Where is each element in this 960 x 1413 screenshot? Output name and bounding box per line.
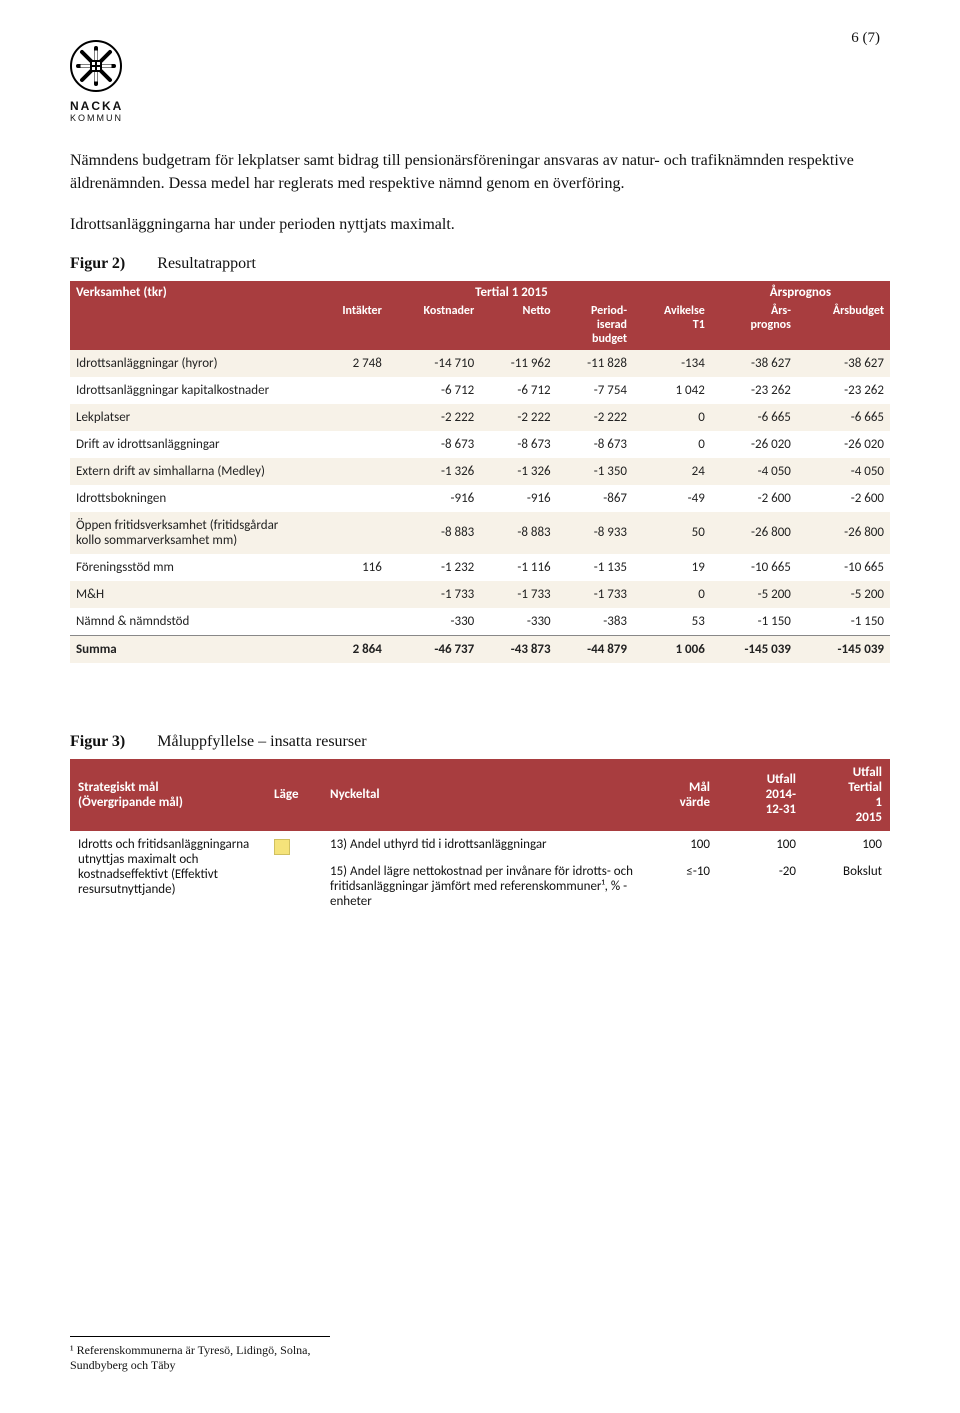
footnote: ¹ Referenskommunerna är Tyresö, Lidingö,… [70,1336,330,1373]
figure2-caption: Figur 2) Resultatrapport [70,255,890,273]
figure3-caption-rest: Måluppfyllelse – insatta resurser [157,733,366,750]
intro-paragraph-2: Idrottsanläggningarna har under perioden… [70,213,890,236]
nacka-logo-icon [70,40,122,92]
figure3-caption-bold: Figur 3) [70,733,125,750]
figure2-table: Verksamhet (tkr)Tertial 1 2015Årsprognos… [70,281,890,663]
figure3-table: Strategiskt mål(Övergripande mål)LägeNyc… [70,759,890,915]
logo: NACKA KOMMUN [70,40,890,123]
figure3-caption: Figur 3) Måluppfyllelse – insatta resurs… [70,733,890,751]
page-root: 6 (7) NACKA KOMMUN Nämnden [0,0,960,1413]
figure2-caption-rest: Resultatrapport [157,255,256,272]
page-number: 6 (7) [851,30,880,47]
logo-line1: NACKA [70,99,890,113]
figure2-caption-bold: Figur 2) [70,255,125,272]
logo-line2: KOMMUN [70,113,890,123]
intro-paragraph-1: Nämndens budgetram för lekplatser samt b… [70,149,890,195]
